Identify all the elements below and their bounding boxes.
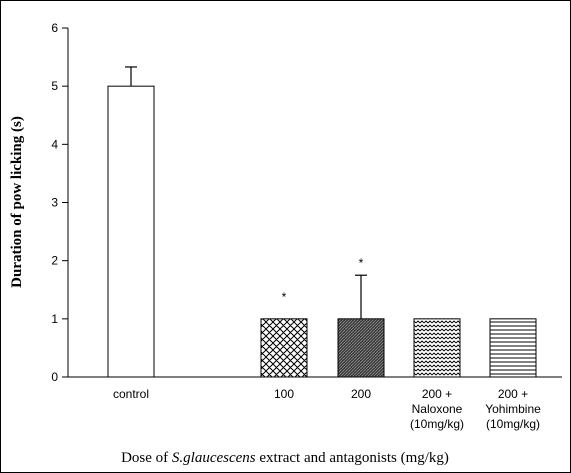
y-tick-label: 0 — [51, 370, 58, 384]
y-tick-label: 5 — [51, 79, 58, 93]
x-axis-title-suffix: extract and antagonists (mg/kg) — [256, 450, 449, 466]
x-axis-title-species: S.glaucescens — [172, 450, 256, 466]
x-axis-title: Dose of S.glaucescens extract and antago… — [121, 450, 449, 466]
bar — [260, 318, 308, 378]
category-label: 100 — [274, 387, 294, 401]
y-tick-label: 4 — [51, 137, 58, 151]
y-tick-label: 6 — [51, 21, 58, 35]
category-label: Naloxone — [412, 402, 463, 416]
y-axis-title: Duration of pow licking (s) — [9, 116, 25, 288]
category-label: (10mg/kg) — [486, 417, 540, 431]
bar — [413, 318, 461, 378]
bar — [107, 85, 155, 378]
y-tick-label: 1 — [51, 312, 58, 326]
significance-marker: * — [359, 256, 364, 270]
bar — [337, 318, 385, 378]
category-label: 200 + — [498, 387, 528, 401]
category-labels: control 100 200 200 +Naloxone(10mg/kg)200 +… — [113, 387, 541, 431]
category-label: 200 + — [422, 387, 452, 401]
bars: ** — [107, 66, 537, 378]
y-ticks: 0 1 2 3 4 5 6 — [51, 21, 68, 384]
y-tick-label: 2 — [51, 254, 58, 268]
significance-marker: * — [282, 290, 287, 304]
category-label: 200 — [351, 387, 371, 401]
y-tick-label: 3 — [51, 196, 58, 210]
category-label: control — [113, 387, 149, 401]
category-label: (10mg/kg) — [410, 417, 464, 431]
category-label: Yohimbine — [485, 402, 541, 416]
x-axis-title-prefix: Dose of — [121, 450, 172, 466]
bar — [489, 318, 537, 378]
